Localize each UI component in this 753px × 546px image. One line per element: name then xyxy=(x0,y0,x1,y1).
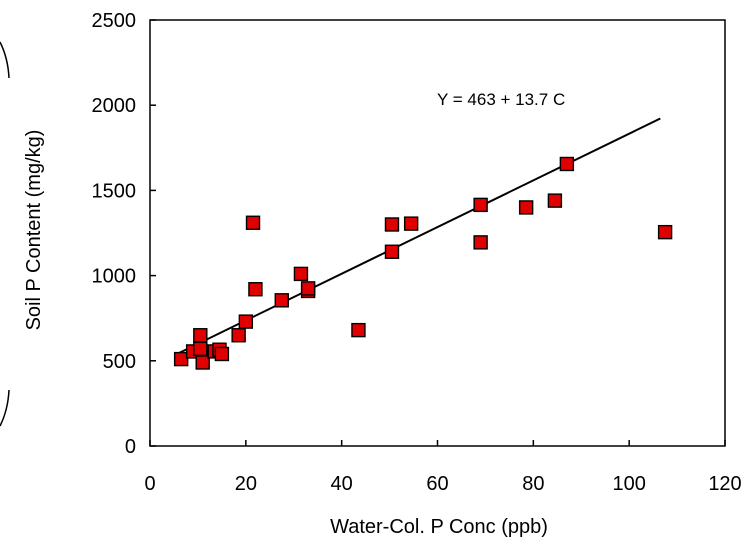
x-tick-label: 120 xyxy=(708,473,741,495)
edge-mark-top xyxy=(0,41,10,79)
trend-equation: Y = 463 + 13.7 C xyxy=(437,90,565,109)
data-point xyxy=(473,235,488,250)
data-point xyxy=(193,328,208,343)
data-point xyxy=(300,281,316,296)
y-tick-label: 2000 xyxy=(92,95,137,117)
data-point xyxy=(351,322,366,338)
data-point xyxy=(518,200,534,215)
x-tick-label: 20 xyxy=(235,473,257,495)
data-point xyxy=(559,156,575,172)
data-point xyxy=(195,355,210,370)
data-point xyxy=(274,293,289,308)
x-tick-label: 100 xyxy=(612,473,645,495)
data-point xyxy=(657,224,673,240)
data-point xyxy=(238,314,254,329)
data-point xyxy=(547,193,563,208)
data-point xyxy=(473,197,488,213)
data-point xyxy=(384,217,400,232)
x-tick-label: 0 xyxy=(144,473,155,495)
regression-line xyxy=(178,117,661,354)
y-tick-label: 0 xyxy=(125,436,136,458)
data-point xyxy=(173,351,189,367)
y-tick-label: 500 xyxy=(103,351,136,373)
x-axis-title: Water-Col. P Conc (ppb) xyxy=(330,516,548,538)
x-tick-label: 80 xyxy=(522,473,544,495)
y-tick-label: 1000 xyxy=(92,266,137,288)
data-point xyxy=(245,215,261,230)
data-point xyxy=(248,282,263,297)
edge-mark-bottom xyxy=(0,389,10,427)
plot-area-frame xyxy=(149,19,726,447)
data-point xyxy=(193,341,208,357)
data-point xyxy=(214,346,230,362)
data-point xyxy=(231,328,246,343)
data-point xyxy=(403,216,419,231)
x-tick-label: 40 xyxy=(331,473,353,495)
data-point xyxy=(384,244,400,259)
y-tick-label: 2500 xyxy=(92,10,137,32)
y-axis-title: Soil P Content (mg/kg) xyxy=(23,130,45,331)
x-tick-label: 60 xyxy=(426,473,448,495)
data-point xyxy=(293,266,309,282)
y-tick-label: 1500 xyxy=(92,180,137,202)
